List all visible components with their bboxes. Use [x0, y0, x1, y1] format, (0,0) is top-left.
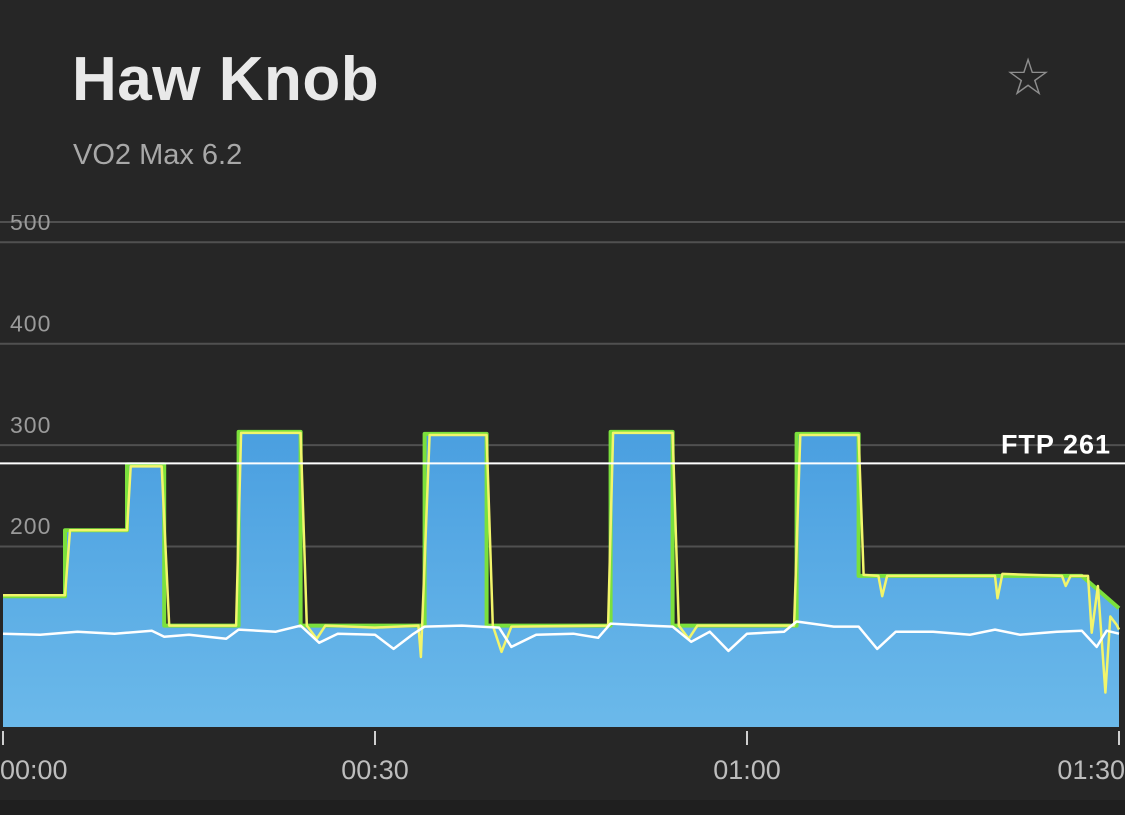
x-tick-label: 01:00: [713, 755, 781, 785]
grid-lines: [0, 221, 1125, 548]
target-area: [3, 431, 1119, 727]
y-tick-label: 300: [10, 412, 51, 438]
workout-header: Haw Knob VO2 Max 6.2 ☆: [0, 0, 1125, 220]
actual-power-line: [3, 431, 1121, 694]
power-chart: FTP 261 500 400 300 200 00:00 00:30 01:00 01:3…: [0, 215, 1125, 785]
y-tick-label: 400: [10, 310, 51, 336]
target-area-fill: [3, 431, 1119, 727]
cadence-line: [2, 620, 1120, 653]
workout-subtitle: VO2 Max 6.2: [73, 139, 243, 171]
page-title: Haw Knob: [72, 45, 380, 114]
y-tick-label: 200: [10, 513, 51, 539]
bottom-divider: [0, 800, 1125, 815]
x-tick-label: 01:30: [1057, 755, 1125, 785]
y-tick-label: 500: [10, 215, 51, 235]
x-tick-label: 00:30: [341, 755, 409, 785]
ftp-label: FTP 261: [1001, 429, 1111, 459]
ftp-threshold: FTP 261: [0, 429, 1125, 465]
y-axis: 500 400 300 200: [10, 215, 51, 539]
target-power-line: [3, 429, 1121, 628]
series-lines: [2, 429, 1121, 694]
x-axis: 00:00 00:30 01:00 01:30: [0, 731, 1125, 785]
x-tick-label: 00:00: [0, 755, 68, 785]
star-icon[interactable]: ☆: [1004, 49, 1052, 107]
